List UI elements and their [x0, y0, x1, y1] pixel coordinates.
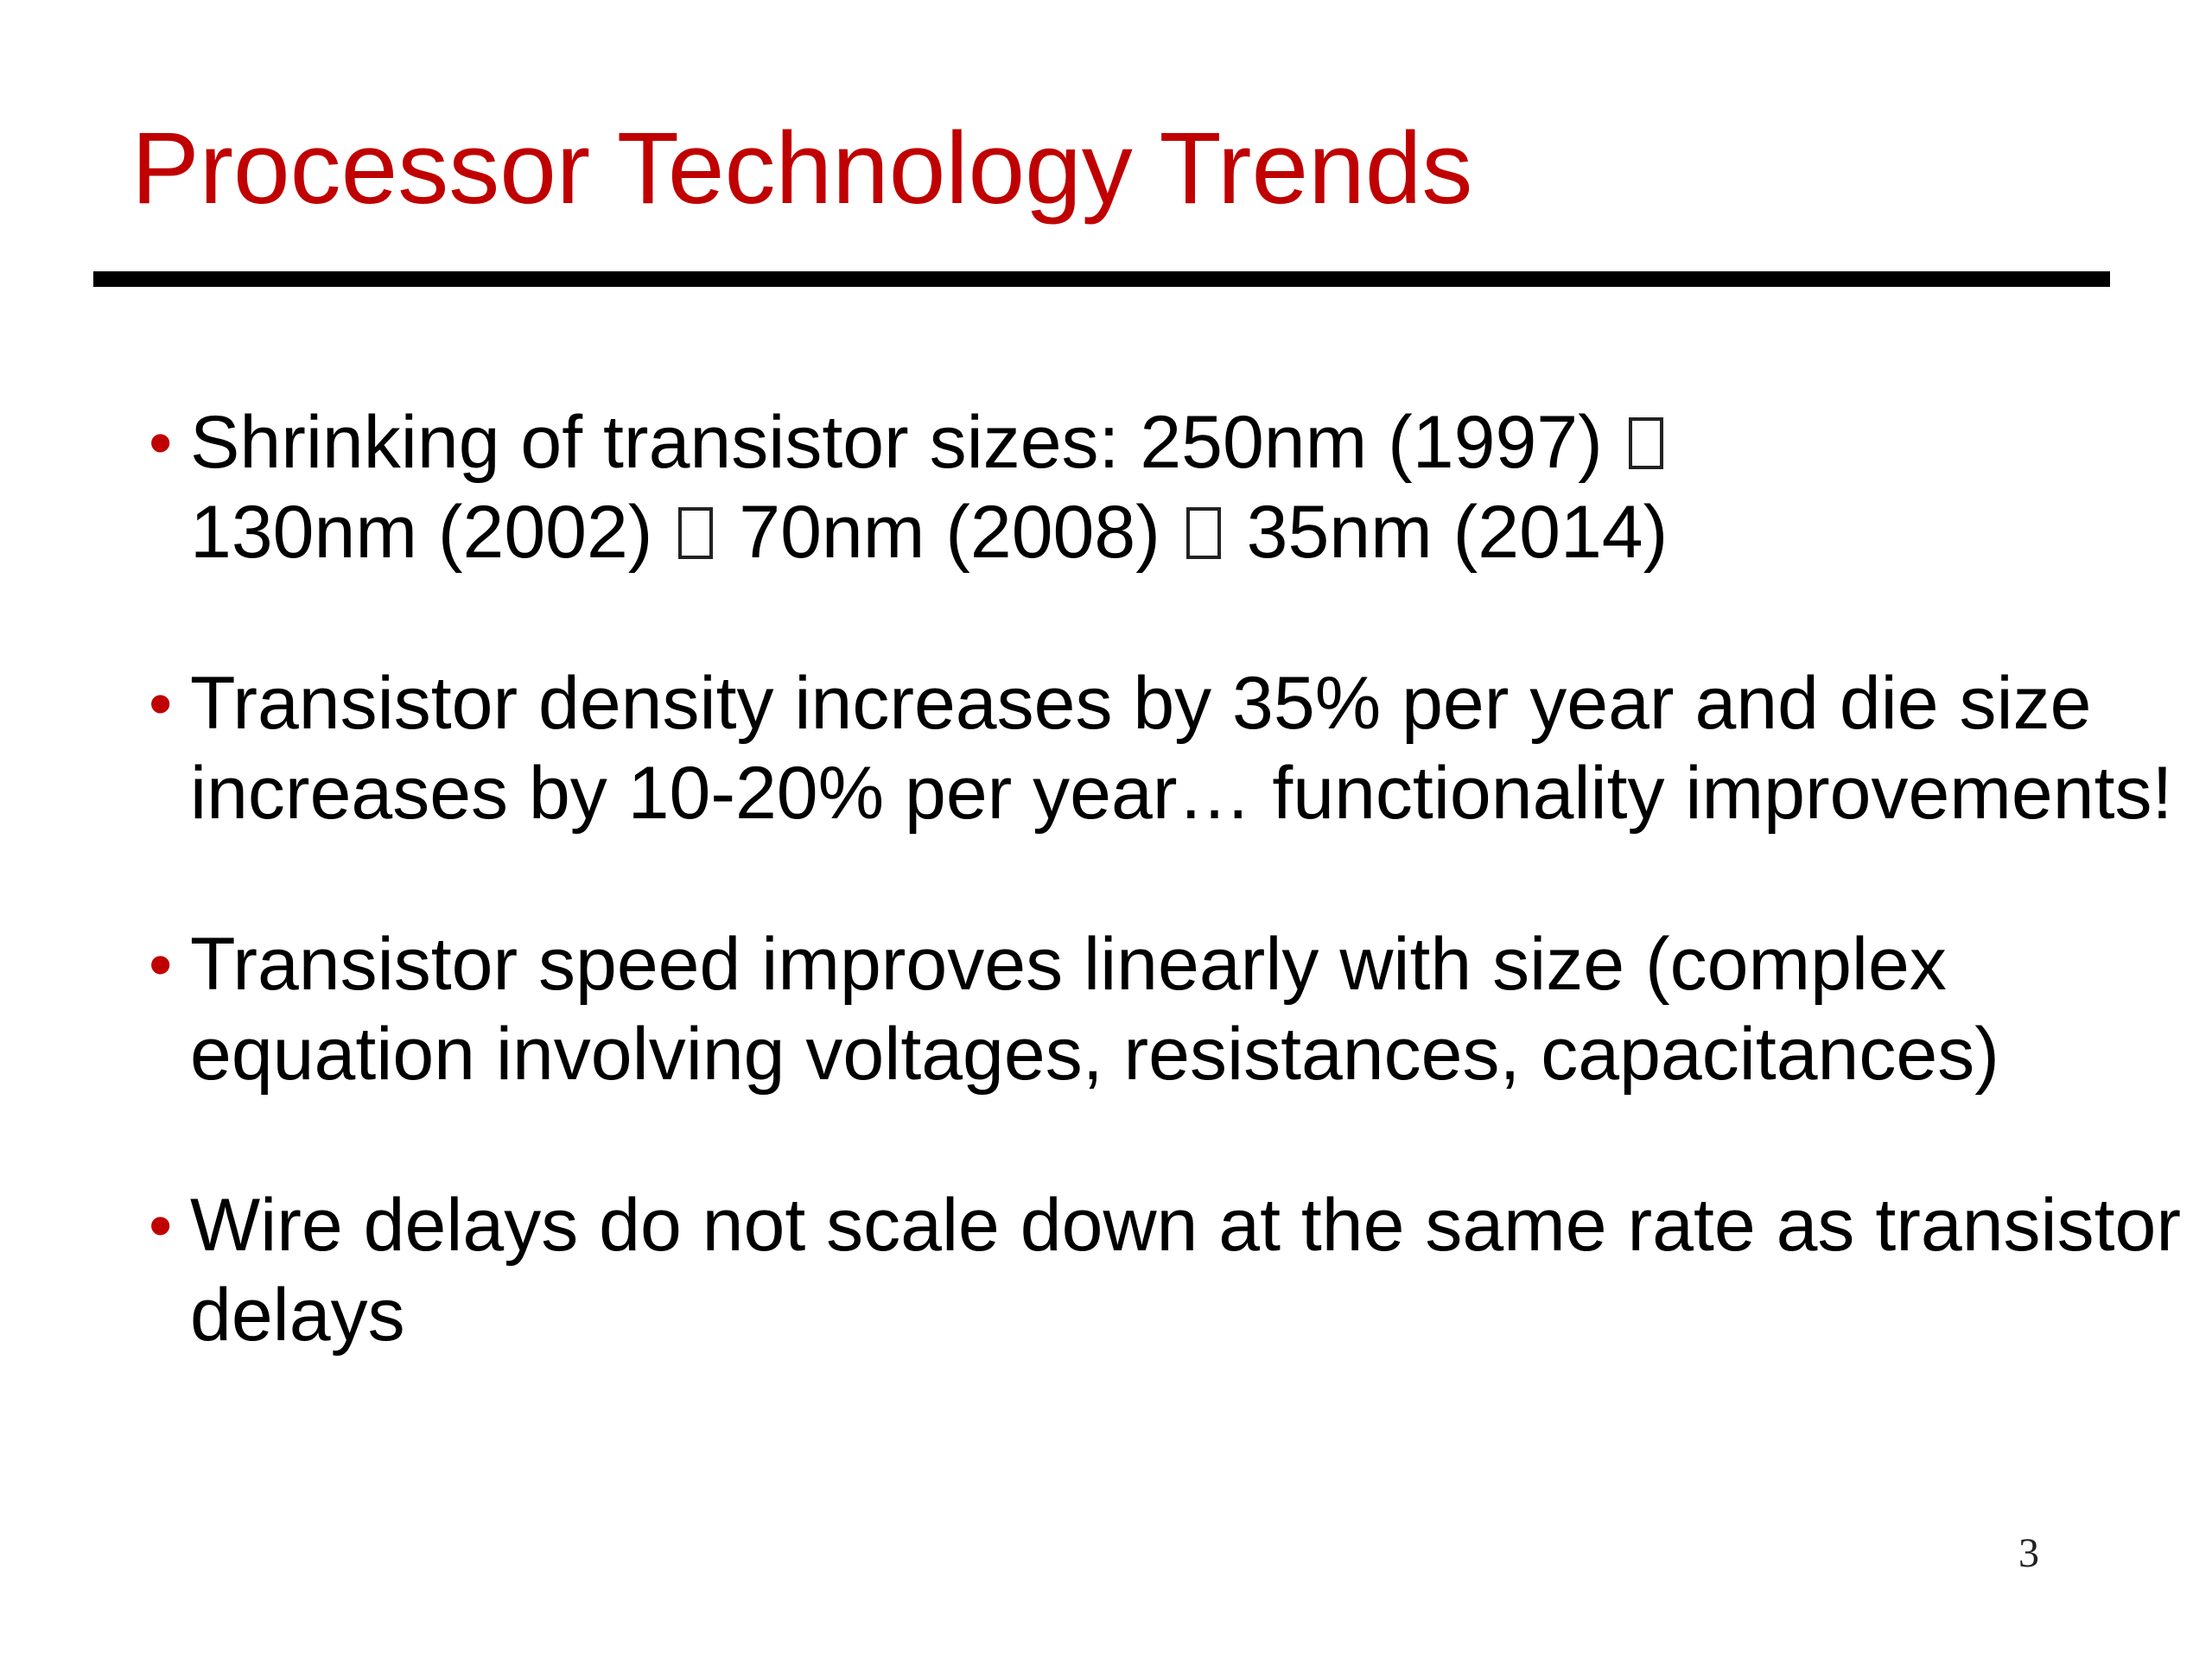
- slide-title: Processor Technology Trends: [131, 111, 1473, 226]
- bullet-text: Wire delays do not scale down at the sam…: [190, 1184, 2181, 1357]
- missing-glyph-icon: [1628, 417, 1663, 469]
- bullet-item-transistor-speed: • Transistor speed improves linearly wit…: [149, 919, 2188, 1099]
- bullet-list: • Shrinking of transistor sizes: 250nm (…: [149, 397, 2188, 1441]
- missing-glyph-icon: [1185, 507, 1221, 559]
- bullet-marker: •: [149, 665, 173, 741]
- bullet-text: Transistor density increases by 35% per …: [190, 662, 2173, 835]
- title-divider: [93, 271, 2110, 287]
- missing-glyph-icon: [678, 507, 714, 559]
- bullet-text-segment: 70nm (2008): [718, 491, 1181, 574]
- page-number: 3: [2018, 1530, 2039, 1576]
- bullet-marker: •: [149, 404, 173, 480]
- bullet-text: Shrinking of transistor sizes: 250nm (19…: [190, 397, 2188, 577]
- bullet-item-transistor-sizes: • Shrinking of transistor sizes: 250nm (…: [149, 397, 2188, 577]
- bullet-item-wire-delays: • Wire delays do not scale down at the s…: [149, 1180, 2188, 1360]
- bullet-item-transistor-density: • Transistor density increases by 35% pe…: [149, 658, 2188, 838]
- bullet-text-segment: 130nm (2002): [190, 491, 674, 574]
- bullet-text-segment: Shrinking of transistor sizes: 250nm (19…: [190, 401, 1624, 484]
- bullet-marker: •: [149, 1187, 173, 1263]
- bullet-text-segment: 35nm (2014): [1225, 491, 1669, 574]
- bullet-marker: •: [149, 926, 173, 1002]
- bullet-text: Transistor speed improves linearly with …: [190, 923, 1999, 1096]
